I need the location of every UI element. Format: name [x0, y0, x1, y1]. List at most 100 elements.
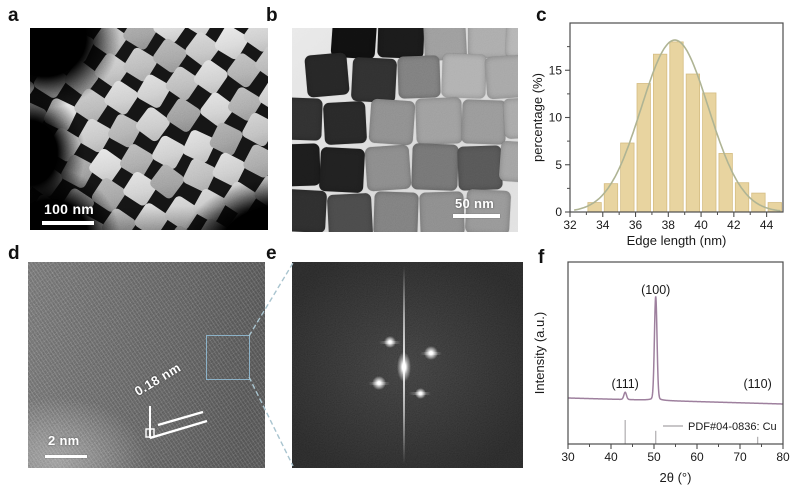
panel-label-f: f: [538, 247, 545, 268]
nanocube: [254, 204, 268, 230]
nanocube: [30, 228, 47, 230]
fft-diffraction-spot: [414, 387, 426, 399]
histogram-bar: [652, 53, 668, 213]
x-tick-label: 38: [662, 218, 676, 232]
histogram-bar: [636, 83, 651, 213]
peak-label: (110): [743, 377, 771, 391]
nanocube: [292, 97, 323, 141]
nanocube: [350, 56, 398, 104]
peak-label: (111): [612, 377, 639, 391]
gaussian-fit-curve: [573, 39, 781, 212]
nanocube: [364, 144, 412, 192]
x-tick-label: 40: [604, 450, 618, 464]
nanocube: [373, 191, 419, 232]
nanocube: [292, 143, 321, 187]
fft-spot-streak: [409, 391, 431, 395]
histogram-bar: [751, 192, 766, 213]
nanocube: [441, 53, 487, 99]
y-tick-label: 0: [555, 205, 562, 219]
nanocube: [148, 162, 187, 201]
xrd-curve: [567, 296, 784, 405]
nanocube: [326, 192, 374, 232]
nanocube: [59, 28, 96, 64]
x-tick-label: 32: [563, 218, 577, 232]
fft-diffraction-spot: [384, 336, 396, 348]
scale-bar-label: 100 nm: [44, 201, 95, 217]
scale-bar-label: 2 nm: [48, 433, 80, 448]
scale-bar: [45, 455, 87, 458]
x-tick-label: 42: [727, 218, 741, 232]
nanocube: [241, 142, 268, 179]
scale-bar: [42, 221, 94, 225]
histogram-bar: [685, 73, 701, 213]
nanocube: [30, 70, 37, 108]
roi-box: [206, 335, 250, 380]
x-tick-label: 40: [694, 218, 708, 232]
nanocube: [502, 96, 518, 140]
x-tick-label: 36: [629, 218, 643, 232]
histogram-bar: [603, 183, 619, 213]
nanocube: [498, 140, 518, 184]
x-tick-label: 70: [733, 450, 747, 464]
legend-label: PDF#04-0836: Cu: [688, 421, 777, 433]
nanocube: [318, 146, 366, 194]
y-tick-label: 10: [549, 111, 563, 125]
x-tick-label: 60: [690, 450, 704, 464]
histogram-bar: [620, 142, 635, 213]
edge-length-histogram: 32 34 36 38 40 42 44 0 5 10 15 Edge length (nm) perc…: [530, 22, 784, 248]
nanocube: [377, 28, 425, 59]
histogram-bar: [587, 202, 602, 213]
nanocube: [31, 62, 69, 100]
nanocube: [415, 97, 463, 145]
x-tick-label: 34: [596, 218, 610, 232]
nanocube: [304, 52, 350, 98]
xrd-pattern: PDF#04-0836: Cu (111) (100) (110) 30 40 50 60 70…: [532, 261, 790, 485]
nanocube: [368, 98, 416, 146]
panel-label-c: c: [536, 5, 547, 26]
fft-spot-streak: [368, 381, 390, 385]
x-tick-label: 50: [647, 450, 661, 464]
nanocube: [292, 188, 328, 232]
scale-bar: [453, 214, 500, 218]
nanocube: [461, 99, 507, 145]
fft-spot-streak: [379, 340, 401, 344]
histogram-bar: [734, 182, 750, 213]
nanocube: [411, 143, 459, 191]
nanocube: [210, 150, 248, 188]
panel-label-d: d: [8, 243, 20, 264]
tem-image: 50 nm: [292, 28, 518, 232]
panel-label-e: e: [266, 243, 277, 264]
peak-label: (100): [641, 283, 670, 297]
nanocube: [256, 77, 268, 115]
histogram-bar: [718, 153, 733, 213]
scale-bar-label: 50 nm: [455, 196, 495, 211]
nanocube: [484, 54, 518, 100]
histogram-bar: [669, 41, 684, 213]
fft-diffraction-spot: [424, 346, 438, 360]
fft-diffraction-spot: [372, 376, 386, 390]
nanocube: [99, 206, 138, 230]
nanocube: [457, 145, 503, 191]
nanocube: [90, 176, 128, 214]
fft-spot-streak: [420, 351, 442, 355]
sem-image: 100 nm: [30, 28, 268, 230]
nanocube: [397, 55, 441, 99]
nanocube: [192, 58, 230, 96]
panel-label-b: b: [266, 5, 278, 26]
panel-label-a: a: [8, 5, 19, 26]
nanocube: [165, 96, 203, 134]
nanocube: [252, 173, 268, 211]
x-axis-title: Edge length (nm): [627, 233, 727, 248]
x-tick-label: 80: [776, 450, 790, 464]
nanocube: [322, 100, 368, 146]
plot-frame: [567, 261, 784, 445]
y-tick-label: 5: [555, 158, 562, 172]
y-axis-title: percentage (%): [530, 73, 545, 162]
nanocube: [106, 112, 144, 150]
x-axis-title: 2θ (°): [660, 470, 692, 485]
x-tick-label: 44: [760, 218, 774, 232]
y-axis-title: Intensity (a.u.): [532, 312, 547, 394]
y-tick-label: 15: [549, 63, 563, 77]
x-tick-label: 30: [561, 450, 575, 464]
